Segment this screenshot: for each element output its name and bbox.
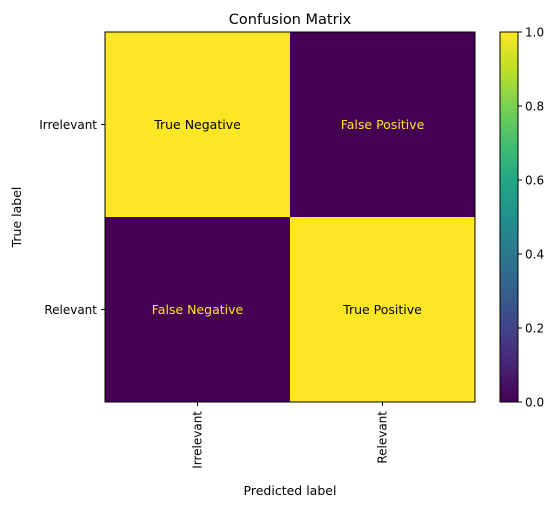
x-tick-label: Irrelevant (191, 411, 205, 469)
x-tick-label: Relevant (376, 411, 390, 464)
colorbar-tick-label: 0.6 (525, 174, 544, 188)
cell-label: False Negative (152, 302, 244, 317)
colorbar-tick-label: 0.4 (525, 248, 544, 262)
chart-title: Confusion Matrix (229, 12, 352, 28)
colorbar-tick-label: 0.2 (525, 322, 544, 336)
y-tick-label: Irrelevant (39, 118, 97, 132)
cell-label: True Positive (342, 302, 422, 317)
x-axis-ticks: Irrelevant Relevant (191, 402, 390, 469)
colorbar-ticks: 0.0 0.2 0.4 0.6 0.8 1.0 (518, 26, 544, 410)
colorbar-tick-label: 1.0 (525, 26, 544, 40)
cell-label: True Negative (153, 117, 241, 132)
colorbar-tick-label: 0.8 (525, 100, 544, 114)
heatmap-cells (105, 32, 475, 402)
y-axis-label: True label (9, 187, 24, 249)
y-axis-ticks: Irrelevant Relevant (39, 118, 105, 317)
colorbar-tick-label: 0.0 (525, 396, 544, 410)
colorbar (500, 32, 518, 402)
x-axis-label: Predicted label (244, 483, 337, 498)
y-tick-label: Relevant (44, 303, 97, 317)
cell-label: False Positive (341, 117, 425, 132)
